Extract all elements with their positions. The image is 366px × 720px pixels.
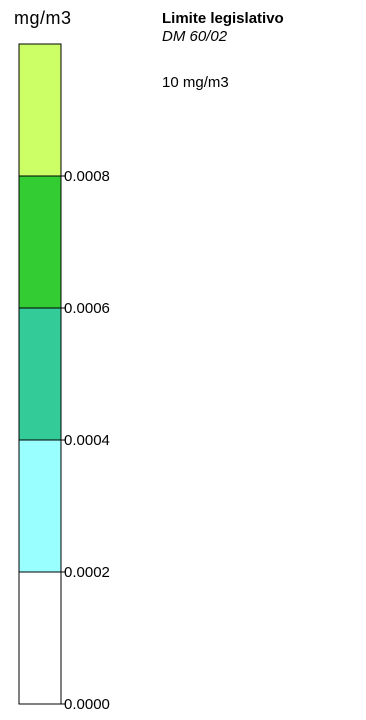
- legend-band-5: [18, 571, 62, 705]
- legislative-limit-value: 10 mg/m3: [162, 74, 229, 91]
- legend-band-3: [18, 307, 62, 441]
- legislative-limit-heading: Limite legislativo: [162, 10, 284, 27]
- legend-tick-label: 0.0004: [64, 432, 110, 449]
- legend-tick-label: 0.0006: [64, 300, 110, 317]
- legend-tick-label: 0.0008: [64, 168, 110, 185]
- legislative-decree: DM 60/02: [162, 28, 228, 45]
- legislative-info: Limite legislativo DM 60/02 10 mg/m3: [162, 10, 284, 92]
- legend-tick-label: 0.0000: [64, 696, 110, 713]
- legend-band-4: [18, 439, 62, 573]
- legend-band-2: [18, 175, 62, 309]
- unit-title: mg/m3: [14, 8, 72, 28]
- legend-tick-label: 0.0002: [64, 564, 110, 581]
- legend-band-1: [18, 43, 62, 177]
